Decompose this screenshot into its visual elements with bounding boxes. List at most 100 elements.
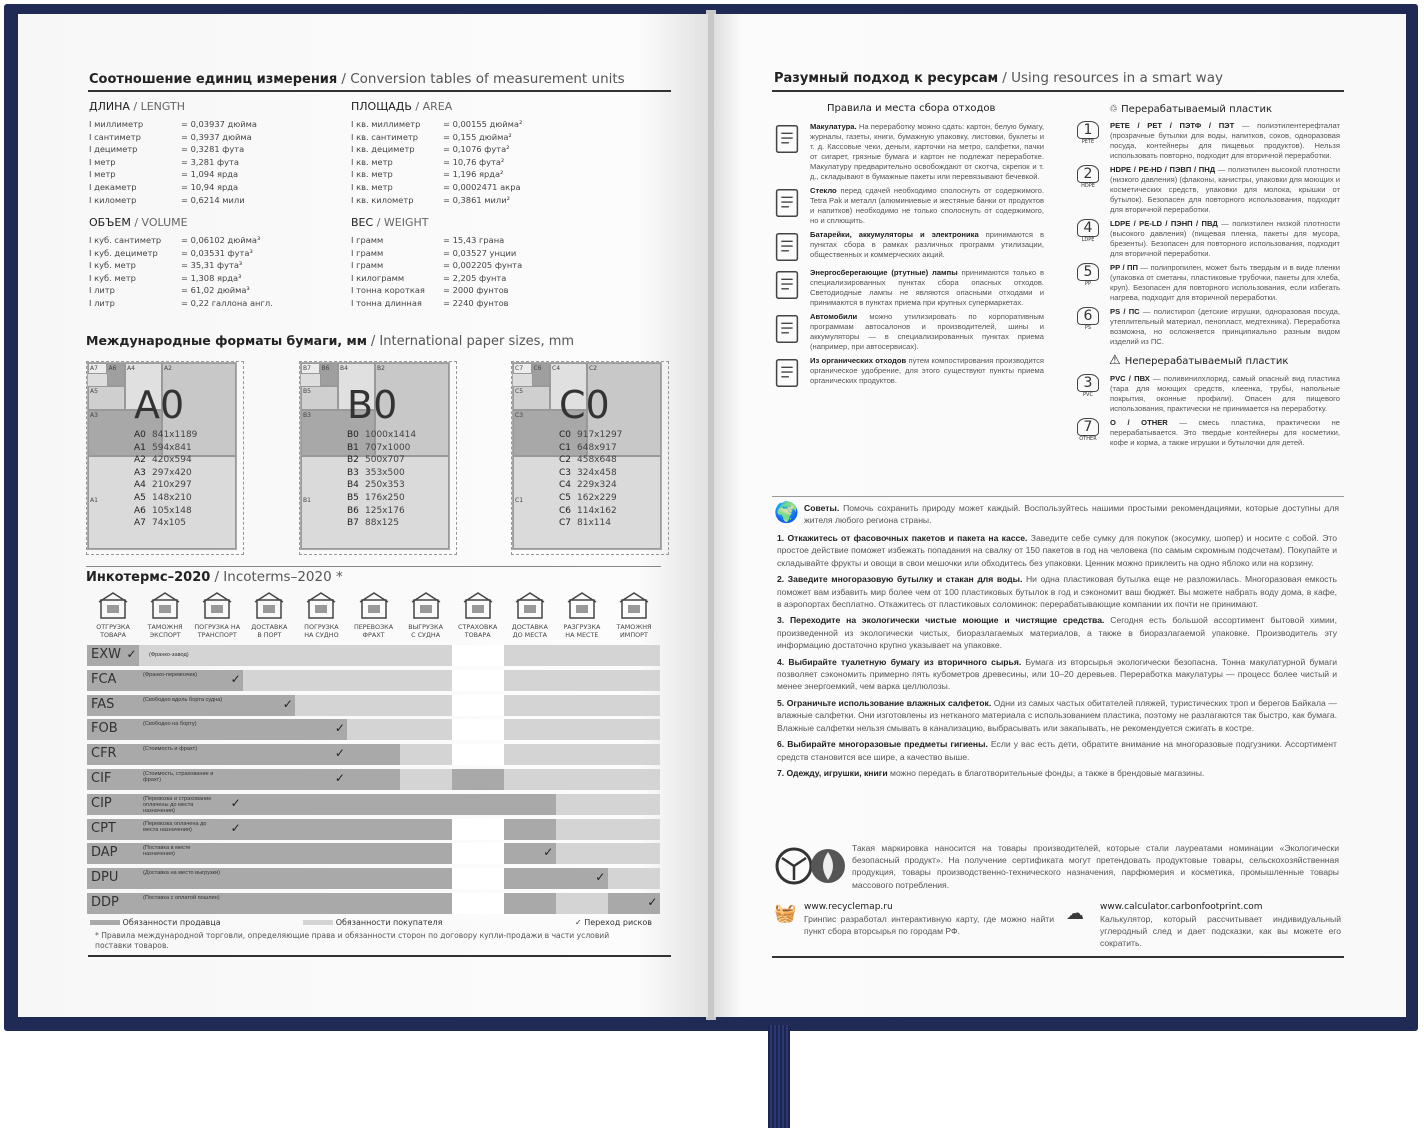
incoterm-cell-seller	[399, 868, 452, 890]
incoterm-cell-seller	[295, 893, 348, 914]
unit-row: I дециметр = 0,3281 фута	[89, 143, 257, 156]
unit-value: = 3,281 фута	[181, 156, 239, 167]
recycle-bin-icon: 🧺	[774, 903, 797, 924]
paper-region: B5	[301, 386, 338, 410]
incoterm-cell-seller	[139, 868, 192, 890]
buyer-swatch	[303, 920, 334, 925]
resources-title: Разумный подход к ресурсам / Using resou…	[774, 70, 1223, 86]
incoterm-cell-buyer	[295, 669, 348, 691]
incoterm-cell-seller	[87, 645, 140, 666]
bookmark-ribbon[interactable]	[768, 1025, 790, 1128]
length-heading: ДЛИНА / LENGTH	[89, 100, 186, 113]
waste-item-text: Батарейки, аккумуляторы и электроника пр…	[810, 230, 1044, 264]
unit-value: = 10,76 фута²	[443, 156, 505, 167]
incoterm-cell-buyer	[139, 645, 192, 666]
waste-item-title: Автомобили	[810, 312, 858, 321]
unit-name: I сантиметр	[89, 131, 141, 142]
waste-item-body: На переработку можно сдать: картон, белу…	[810, 122, 1044, 181]
paper-format-label: A0	[134, 383, 185, 427]
plastic-item-title: PS / ПС	[1110, 307, 1140, 316]
length-table: I миллиметр = 0,03937 дюйма I сантиметр = 0…	[89, 118, 257, 206]
unit-row: I кв. дециметр = 0,1076 фута²	[351, 143, 522, 156]
incoterm-cell-seller	[191, 719, 244, 741]
incoterm-cell-buyer	[503, 719, 557, 741]
tip-body: Одни из самых частых обитателей пляжей, …	[777, 697, 1337, 733]
unit-value: = 0,002205 фунта	[443, 260, 523, 271]
recyclemap-link[interactable]: www.recyclemap.ru	[804, 902, 893, 912]
incoterm-cell-buyer	[399, 669, 452, 691]
incoterm-cell-seller	[139, 769, 192, 790]
plastic-item-text: PETE / PET / ПЭТФ / ПЭТ — полиэтилентере…	[1110, 121, 1340, 161]
incoterm-row-CPT: CPT (Перевозка оплачена до места назначен…	[87, 818, 661, 840]
paper-size-row: C2 458x648	[559, 454, 622, 467]
hands-earth-icon: 🌍	[774, 502, 799, 524]
resin-code: OTHER	[1079, 436, 1097, 442]
unit-value: = 10,94 ярда	[181, 181, 239, 192]
recycle-code-5-icon: 5 PP	[1074, 263, 1102, 303]
paper-size-code: A3	[134, 467, 146, 478]
paper-size-row: A6 105x148	[134, 505, 197, 518]
seller-swatch	[90, 920, 120, 925]
incoterm-cell-buyer	[347, 719, 400, 741]
risk-transfer-check-icon: ✓	[647, 895, 658, 909]
paper-diagram-B: B1 B2 B3 B4 B5 B6 B7 B0 B0 1000x1414 B1 707x1000 B2 5…	[299, 361, 457, 555]
incoterm-cell-buyer	[399, 744, 452, 766]
recycle-code-1-icon: 1 PETE	[1074, 121, 1102, 161]
incoterm-cell-seller	[347, 793, 400, 815]
waste-item: Энергосберегающие (ртутные) лампы приним…	[772, 268, 1044, 308]
step-label-2: В ПОРТ	[257, 631, 282, 639]
tip-item: 6. Выбирайте многоразовые предметы гигие…	[777, 738, 1337, 763]
unit-value: = 0,03527 унции	[443, 247, 517, 258]
incoterm-code: CIF	[91, 771, 112, 786]
unit-value: = 2000 фунтов	[443, 285, 509, 296]
boxes-icon	[567, 592, 597, 619]
incoterm-code: EXW	[91, 647, 121, 662]
unit-name: I метр	[89, 169, 116, 180]
waste-item: Макулатура. На переработку можно сдать: …	[772, 122, 1044, 182]
carbon-calculator-link[interactable]: www.calculator.carbonfootprint.com	[1100, 902, 1263, 912]
recycle-icon: ♲	[1109, 104, 1122, 115]
step-label-2: ТРАНСПОРТ	[197, 631, 237, 639]
incoterm-cell-empty	[451, 818, 504, 840]
unit-row: I куб. дециметр = 0,03531 фута³	[89, 247, 273, 260]
paper-size-dims: 74x105	[152, 518, 186, 529]
plastic-item-body: — полиэтилен высокой плотности (низкого …	[1110, 165, 1341, 214]
paper-size-row: A2 420x594	[134, 454, 197, 467]
incoterm-description: (Доставка на место выгрузки)	[143, 870, 220, 877]
incoterm-cell-seller	[399, 818, 452, 840]
plastic-item-text: PP / ПП — полипропилен, может быть тверд…	[1110, 263, 1340, 303]
crane-unload-icon	[411, 592, 441, 619]
incoterm-cell-seller	[399, 793, 452, 815]
paper-region: A7	[88, 363, 107, 375]
unit-row: I куб. метр = 35,31 фута³	[89, 259, 273, 272]
area-heading: ПЛОЩАДЬ / AREA	[351, 100, 453, 113]
unit-row: I грамм = 0,002205 фунта	[351, 259, 522, 272]
incoterm-description: (Свободно на борту)	[143, 721, 197, 728]
paper-size-row: C0 917x1297	[559, 429, 622, 442]
paper-size-code: B0	[347, 430, 359, 440]
plastic-item-body: — поливинилхлорид, самый опасный вид пла…	[1110, 374, 1340, 413]
paper-size-dims: 458x648	[577, 455, 617, 466]
incoterm-cell-seller	[503, 893, 557, 914]
paper-size-dims: 917x1297	[577, 430, 623, 440]
resin-code: PETE	[1081, 139, 1095, 145]
incoterm-cell-empty	[451, 719, 504, 741]
paper-size-code: A7	[134, 518, 146, 529]
step-label-2: НА СУДНО	[304, 631, 339, 639]
step-label-2: ИМПОРТ	[620, 631, 648, 639]
tip-item: 3. Переходите на экологически чистые мою…	[777, 614, 1337, 651]
incoterm-cell-seller	[347, 769, 400, 790]
incoterm-cell-seller	[243, 694, 296, 716]
incoterm-description: (Перевозка и страхование оплачены до мес…	[143, 795, 212, 814]
incoterm-cell-buyer	[347, 669, 400, 691]
waste-item-title: Батарейки, аккумуляторы и электроника	[810, 230, 979, 239]
resin-code: PS	[1084, 325, 1092, 331]
incoterm-cell-seller	[191, 669, 244, 691]
plastic-item: 1 PETE PETE / PET / ПЭТФ / ПЭТ — полиэтиле…	[1074, 121, 1340, 161]
incoterm-cell-buyer	[399, 694, 452, 716]
paper-size-code: A4	[134, 480, 146, 491]
incoterm-cell-seller	[243, 818, 296, 840]
tip-body: можно передать в благотворительные фонды…	[887, 767, 1205, 778]
waste-item: Автомобили можно утилизировать по корпор…	[772, 312, 1044, 352]
hand-truck-icon	[202, 592, 232, 619]
